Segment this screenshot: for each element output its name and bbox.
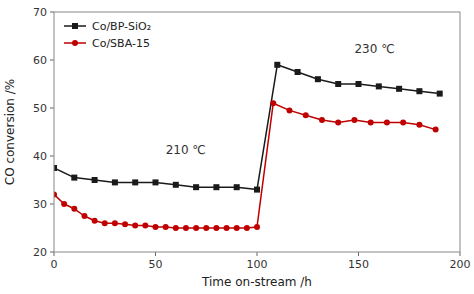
series-point — [437, 91, 443, 97]
annotation: 230 ℃ — [354, 42, 394, 56]
series-point — [335, 119, 341, 125]
series-point — [71, 206, 77, 212]
series-line — [54, 65, 440, 190]
series-point — [254, 224, 260, 230]
series-point — [173, 182, 179, 188]
series-line — [54, 103, 436, 228]
series-point — [286, 107, 292, 113]
series-point — [81, 213, 87, 219]
series-point — [303, 112, 309, 118]
series-point — [224, 225, 230, 231]
series-point — [71, 175, 77, 181]
y-tick-label: 20 — [33, 246, 47, 259]
legend-marker — [72, 23, 78, 29]
series-point — [213, 184, 219, 190]
annotation: 210 ℃ — [166, 143, 206, 157]
series-point — [384, 119, 390, 125]
series-point — [416, 122, 422, 128]
series-point — [173, 225, 179, 231]
x-tick-label: 150 — [348, 258, 369, 271]
legend: Co/BP-SiO₂ Co/SBA-15 — [64, 20, 151, 50]
x-tick — [155, 252, 156, 256]
x-tick-label: 50 — [149, 258, 163, 271]
series-point — [433, 127, 439, 133]
series-point — [183, 225, 189, 231]
series-point — [193, 225, 199, 231]
series-point — [203, 225, 209, 231]
y-tick-label: 60 — [33, 54, 47, 67]
series-point — [122, 221, 128, 227]
x-tick-label: 200 — [450, 258, 471, 271]
series-point — [416, 88, 422, 94]
legend-label: Co/SBA-15 — [92, 37, 150, 50]
chart: 0 50 100 150 200 20 30 40 50 60 70 Time on-stream /… — [0, 0, 474, 294]
series-point — [61, 201, 67, 207]
y-tick — [50, 204, 54, 205]
series-point — [193, 184, 199, 190]
x-tick — [54, 252, 55, 256]
y-tick-label: 40 — [33, 150, 47, 163]
y-tick-label: 70 — [33, 6, 47, 19]
series-point — [112, 179, 118, 185]
y-tick — [50, 252, 54, 253]
x-tick-label: 0 — [51, 258, 58, 271]
legend-marker — [72, 40, 78, 46]
series-point — [335, 81, 341, 87]
series-point — [153, 179, 159, 185]
series-point — [92, 218, 98, 224]
y-tick — [50, 60, 54, 61]
series-point — [295, 69, 301, 75]
legend-label: Co/BP-SiO₂ — [92, 20, 151, 33]
series-point — [102, 220, 108, 226]
series-point — [396, 86, 402, 92]
series-point — [163, 224, 169, 230]
series-point — [315, 76, 321, 82]
series-point — [274, 62, 280, 68]
series-point — [234, 225, 240, 231]
series-point — [234, 184, 240, 190]
series-point — [368, 119, 374, 125]
y-tick-label: 50 — [33, 102, 47, 115]
series-point — [351, 117, 357, 123]
x-tick — [460, 252, 461, 256]
series-point — [254, 187, 260, 193]
series-point — [132, 179, 138, 185]
x-tick — [257, 252, 258, 256]
x-tick-label: 100 — [247, 258, 268, 271]
series-point — [244, 225, 250, 231]
series-point — [92, 177, 98, 183]
series-point — [153, 224, 159, 230]
plot-area — [54, 12, 460, 252]
series-point — [142, 223, 148, 229]
series-point — [270, 100, 276, 106]
series-point — [376, 83, 382, 89]
series-point — [400, 119, 406, 125]
series-point — [132, 223, 138, 229]
series-point — [356, 81, 362, 87]
y-tick — [50, 108, 54, 109]
y-axis-label: CO conversion /% — [3, 79, 17, 185]
y-tick — [50, 12, 54, 13]
x-axis-label: Time on-stream /h — [201, 275, 312, 289]
y-tick-label: 30 — [33, 198, 47, 211]
plot-marks — [54, 62, 443, 231]
series-point — [319, 117, 325, 123]
x-tick — [358, 252, 359, 256]
plot-frame — [54, 12, 460, 252]
y-tick — [50, 156, 54, 157]
series-point — [213, 225, 219, 231]
series-point — [112, 220, 118, 226]
